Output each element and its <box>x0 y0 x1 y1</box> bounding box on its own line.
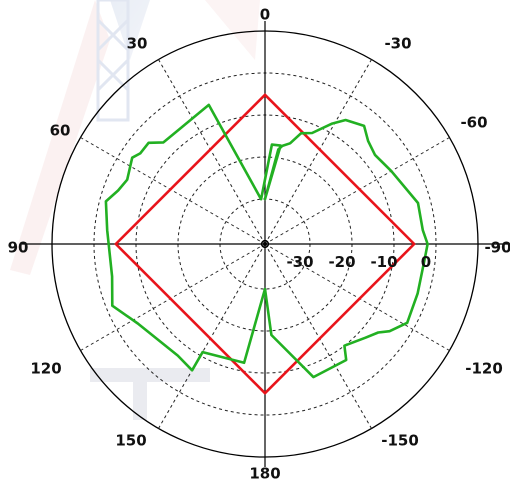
radial-tick-label: -30 <box>286 253 313 271</box>
series-line-1 <box>104 103 429 379</box>
angle-tick-label: 90 <box>8 239 29 257</box>
polar-grid <box>22 21 508 467</box>
angle-tick-label: -90 <box>484 239 510 257</box>
angle-tick-label: 120 <box>30 360 61 378</box>
angle-tick-label: -30 <box>384 35 411 53</box>
grid-spoke <box>158 59 266 245</box>
angle-tick-label: 30 <box>127 35 148 53</box>
radial-tick-label: 0 <box>421 253 431 271</box>
radial-tick-label: -20 <box>328 253 355 271</box>
watermark-logo <box>10 0 260 420</box>
angle-tick-label: 150 <box>115 432 146 450</box>
angle-tick-label: 60 <box>50 122 71 140</box>
angle-tick-label: -150 <box>381 432 419 450</box>
series-layer <box>104 93 429 395</box>
series-line-0 <box>114 93 416 395</box>
grid-spoke <box>80 243 266 351</box>
axis-labels: 0 -30 -60 -90 -120 -150 180 150 120 90 60 30 -30 -20-… <box>8 6 510 482</box>
grid-spoke <box>264 59 372 245</box>
radial-tick-label: -10 <box>370 253 397 271</box>
center-marker <box>260 239 270 249</box>
angle-tick-label: -120 <box>465 360 503 378</box>
angle-tick-label: -60 <box>460 114 487 132</box>
angle-tick-label: 0 <box>260 6 270 24</box>
angle-tick-label: 180 <box>249 465 280 482</box>
